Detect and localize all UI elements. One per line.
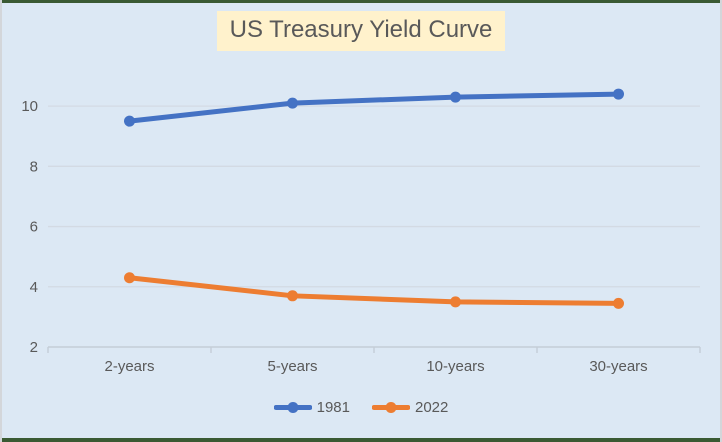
legend-item-1981: 1981 [273,399,350,416]
data-point-1981-10-years [450,91,461,103]
frame-border-left [0,0,2,442]
chart-title: US Treasury Yield Curve [216,11,506,51]
data-point-2022-10-years [450,296,461,308]
data-point-2022-5-years [287,290,298,302]
y-tick-label-4: 4 [30,279,38,296]
legend-swatch-1981 [273,402,312,413]
legend-label-1981: 1981 [316,399,350,416]
frame-border-right [720,0,722,442]
data-point-2022-2-years [124,272,135,284]
legend: 1981 2022 [0,399,722,416]
legend-marker-2022 [385,402,397,413]
y-tick-label-8: 8 [30,158,38,175]
legend-marker-1981 [287,402,299,413]
data-point-1981-2-years [124,115,135,127]
legend-swatch-2022 [372,402,410,413]
data-point-1981-5-years [287,97,298,109]
series-line-1981 [127,91,621,124]
x-category-label-5-years: 5-years [267,358,317,375]
data-point-2022-30-years [613,297,624,309]
x-category-label-2-years: 2-years [104,358,154,375]
series-line-2022 [127,275,621,306]
frame-border-top [0,0,722,3]
x-category-label-30-years: 30-years [589,358,647,375]
legend-label-2022: 2022 [415,399,449,416]
x-category-label-10-years: 10-years [426,358,484,375]
y-tick-label-6: 6 [30,219,38,236]
legend-item-2022: 2022 [372,399,448,416]
y-tick-label-10: 10 [21,98,38,115]
y-tick-label-2: 2 [30,339,38,356]
frame-border-bottom [0,438,722,442]
data-point-1981-30-years [613,88,624,100]
chart-title-row: US Treasury Yield Curve [0,11,722,51]
